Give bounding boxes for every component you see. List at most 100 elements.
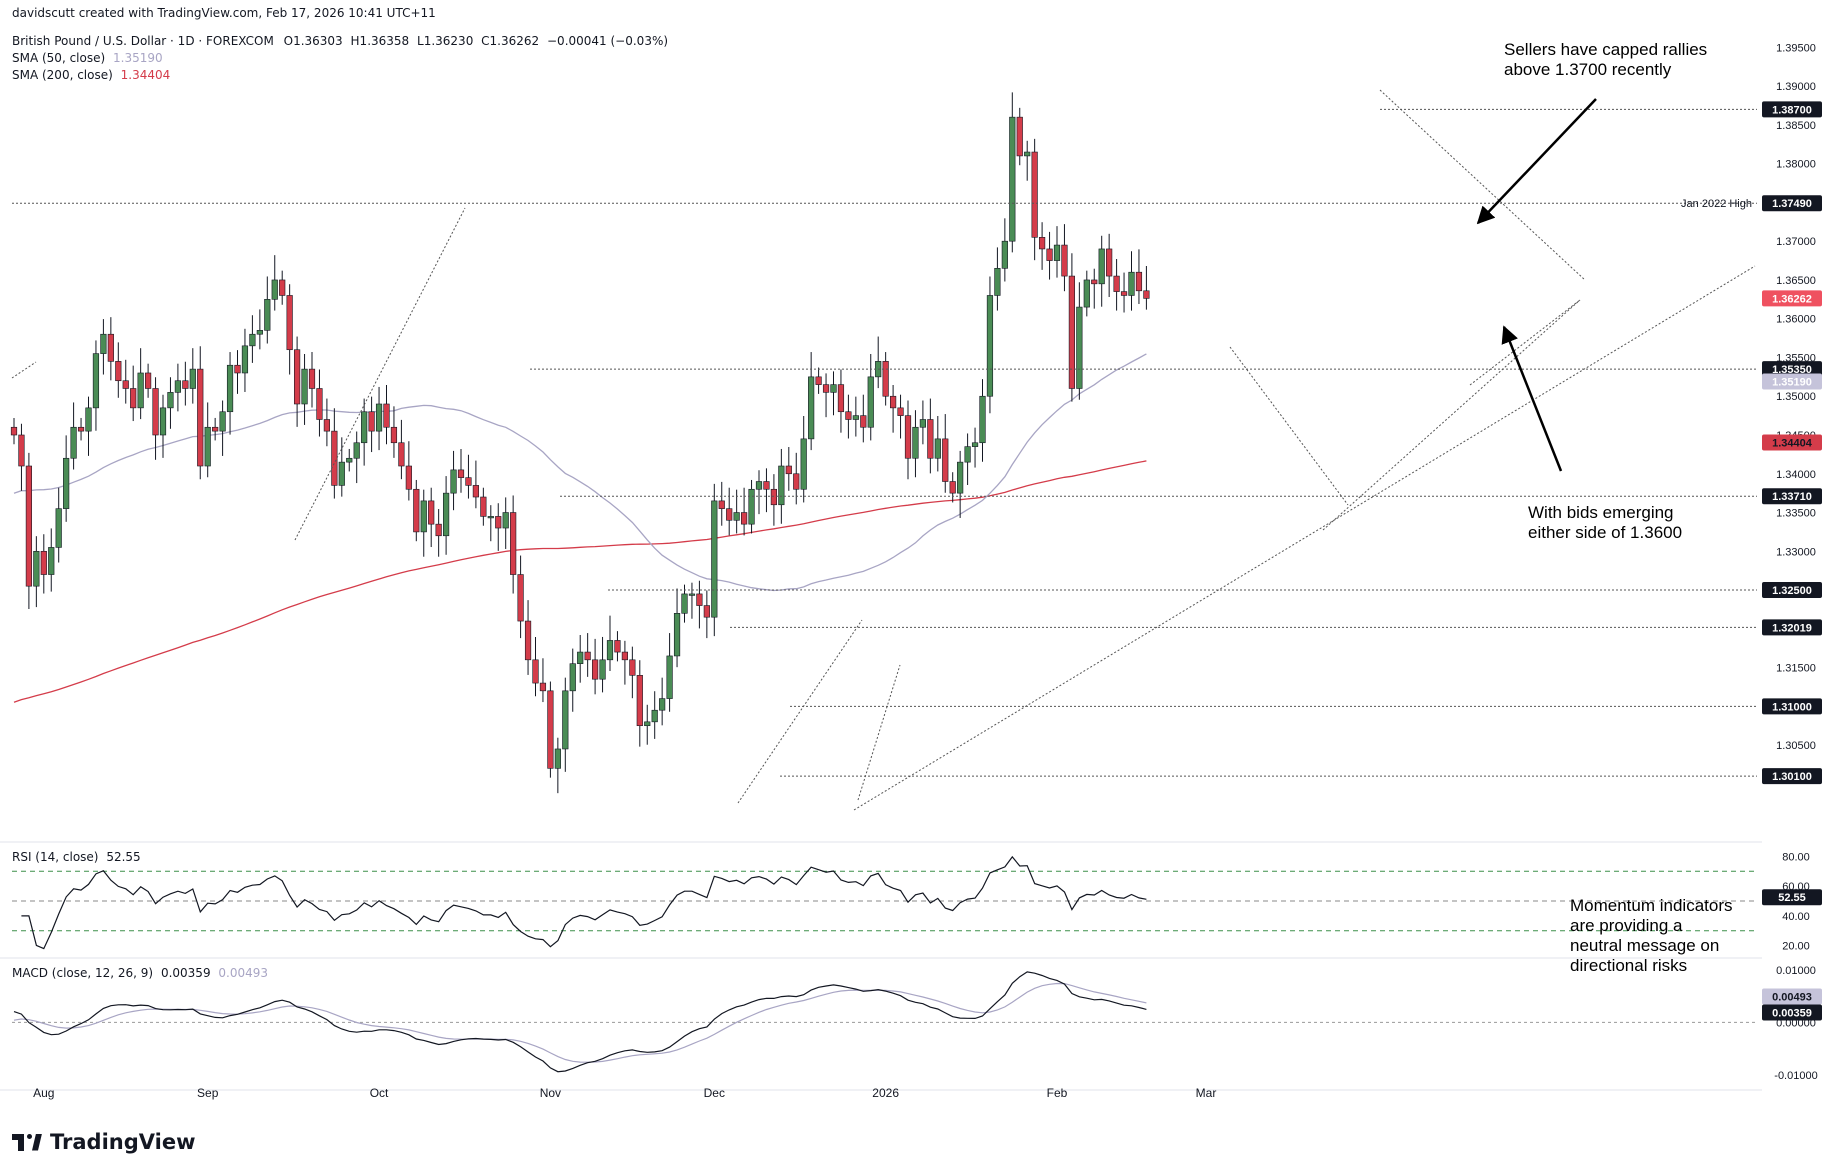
candle-body <box>63 457 70 509</box>
level-tag-bg <box>1762 101 1822 118</box>
level-tag: 1.35350 <box>1772 364 1812 376</box>
candle-body <box>912 426 919 459</box>
candle-body <box>70 426 77 459</box>
current-price-tag: 1.36262 <box>1772 293 1812 305</box>
price-tick-label: 1.31500 <box>1776 663 1816 675</box>
candle-body <box>167 392 174 409</box>
candle-body <box>599 659 606 680</box>
macd-signal-line <box>13 982 1147 1063</box>
sma200-value: 1.34404 <box>120 68 171 82</box>
candle-body <box>1083 279 1090 308</box>
sma200-label: SMA (200, close) <box>12 68 113 82</box>
candle-body <box>241 345 249 374</box>
candle-body <box>1091 279 1098 285</box>
candle-body <box>666 655 673 699</box>
time-axis: Aug Sep Oct Nov Dec 2026 Feb Mar <box>33 1086 1216 1100</box>
level-tag: 1.32019 <box>1772 622 1812 634</box>
candle-body <box>860 415 867 428</box>
momentum-line-1: Momentum indicators <box>1570 896 1733 915</box>
candle-body <box>361 411 368 444</box>
candle-body <box>986 295 994 397</box>
trendline <box>294 207 466 541</box>
candle-body <box>338 461 345 486</box>
candle-body <box>673 613 681 657</box>
sma50-tag-bg <box>1762 373 1822 390</box>
candle-body <box>927 419 934 459</box>
bids-annotation: With bids emerging either side of 1.3600 <box>1528 503 1682 543</box>
candle-body <box>420 500 427 533</box>
candle-body <box>1068 275 1075 389</box>
sma50-value: 1.35190 <box>113 51 163 65</box>
candle-body <box>621 651 628 661</box>
tradingview-logo[interactable]: TradingView <box>12 1130 195 1154</box>
macd-label: MACD (close, 12, 26, 9) <box>12 966 154 980</box>
level-tag-bg <box>1762 582 1822 599</box>
time-tick-label: Nov <box>540 1086 561 1100</box>
candle-body <box>450 469 457 494</box>
candle-body <box>867 376 874 428</box>
candle-body <box>584 651 591 661</box>
candle-body <box>1039 237 1046 250</box>
candle-body <box>279 279 286 296</box>
time-tick-label: Oct <box>370 1086 389 1100</box>
trendline <box>737 619 863 804</box>
candle-body <box>1113 275 1120 292</box>
candle-body <box>390 426 398 444</box>
sma50-tag: 1.35190 <box>1772 377 1812 389</box>
candle-body <box>733 512 740 521</box>
macd-signal-value: 0.00493 <box>218 966 269 980</box>
candle-body <box>286 295 293 351</box>
candle-body <box>472 485 480 498</box>
rsi-line <box>21 855 1147 950</box>
rsi-tag-bg <box>1762 889 1822 906</box>
sma200-legend[interactable]: SMA (200, close) 1.34404 <box>12 68 170 82</box>
candle-body <box>256 330 263 335</box>
candle-body <box>182 380 189 389</box>
candle-body <box>130 388 137 409</box>
tradingview-logo-icon <box>12 1133 42 1151</box>
macd-value-tag: 0.00359 <box>1772 1008 1812 1020</box>
sma50-legend[interactable]: SMA (50, close) 1.35190 <box>12 51 163 65</box>
candle-body <box>1120 291 1128 296</box>
rsi-legend[interactable]: RSI (14, close) 52.55 <box>12 850 141 864</box>
sellers-line-1: Sellers have capped rallies <box>1504 40 1708 59</box>
level-tag: 1.32500 <box>1772 585 1812 597</box>
candle-body <box>40 550 47 575</box>
candle-body <box>718 500 725 509</box>
candle-body <box>919 419 926 428</box>
level-tag: 1.33710 <box>1772 491 1812 503</box>
trendline <box>1229 346 1349 506</box>
candle-body <box>1135 271 1143 292</box>
candle-body <box>435 523 442 537</box>
candle-body <box>100 333 107 354</box>
ohlc-high: H1.36358 <box>350 34 410 48</box>
candle-body <box>368 411 375 432</box>
candle-body <box>606 640 614 661</box>
candle-body <box>495 516 502 529</box>
price-axis: 1.39500 1.39000 1.38500 1.38000 1.37000 1.365… <box>1681 42 1822 785</box>
macd-line <box>13 971 1147 1073</box>
candle-body <box>1098 248 1105 285</box>
candle-body <box>815 376 822 385</box>
rsi-value: 52.55 <box>106 850 141 864</box>
candle-body <box>383 403 390 428</box>
macd-value: 0.00359 <box>160 966 211 980</box>
candle-body <box>748 488 755 525</box>
macd-legend[interactable]: MACD (close, 12, 26, 9) 0.00359 0.00493 <box>12 966 268 980</box>
logo-text: TradingView <box>50 1130 196 1154</box>
candle-body <box>703 605 710 618</box>
candle-body <box>152 388 159 436</box>
sma200-tag: 1.34404 <box>1772 437 1813 449</box>
candle-body <box>234 364 241 374</box>
candle-body <box>465 477 472 486</box>
level-tag-bg <box>1762 488 1822 505</box>
candle-body <box>562 690 569 750</box>
candle-body <box>740 512 748 525</box>
candle-body <box>793 473 800 490</box>
trendline <box>1469 299 1581 386</box>
momentum-line-4: directional risks <box>1570 956 1688 975</box>
price-tick-label: 1.38000 <box>1776 159 1816 171</box>
candle-body <box>293 349 301 405</box>
candle-body <box>33 550 40 587</box>
candle-body <box>174 380 182 393</box>
